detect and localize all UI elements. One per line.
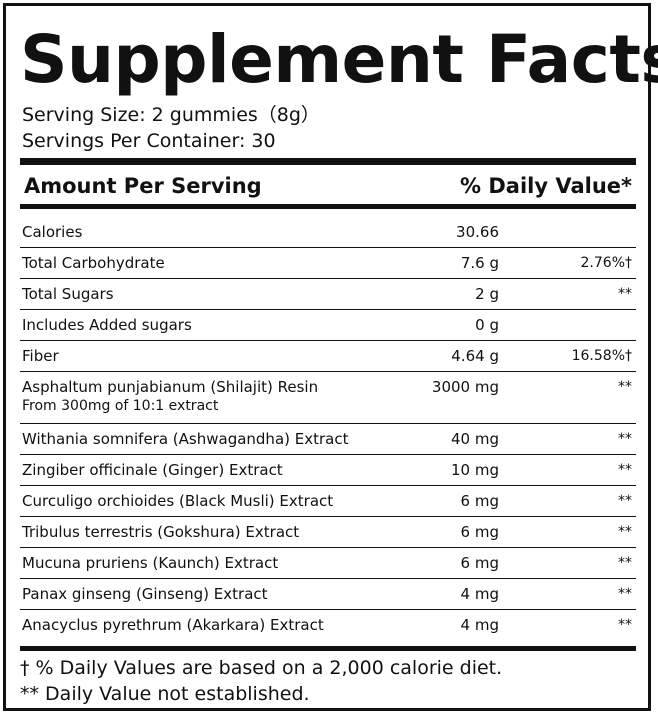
nutrient-row: Tribulus terrestris (Gokshura) Extract 6 … xyxy=(20,517,636,548)
nutrient-daily-value: ** xyxy=(618,462,632,478)
nutrient-amount: 4.64 g xyxy=(451,347,499,365)
row-divider xyxy=(20,309,636,310)
nutrient-amount: 4 mg xyxy=(460,585,499,603)
nutrient-name: Panax ginseng (Ginseng) Extract xyxy=(22,585,268,603)
nutrient-amount: 40 mg xyxy=(451,430,499,448)
nutrient-row: Mucuna pruriens (Kaunch) Extract 6 mg ** xyxy=(20,548,636,579)
nutrient-row: Anacyclus pyrethrum (Akarkara) Extract 4 … xyxy=(20,610,636,643)
footnote-daily-values: † % Daily Values are based on a 2,000 ca… xyxy=(20,657,503,679)
nutrient-source-note: From 300mg of 10:1 extract xyxy=(22,398,219,414)
nutrient-name: Curculigo orchioides (Black Musli) Extra… xyxy=(22,492,334,510)
nutrient-name: Zingiber officinale (Ginger) Extract xyxy=(22,461,283,479)
row-divider xyxy=(20,516,636,517)
nutrient-daily-value: ** xyxy=(618,586,632,602)
nutrient-daily-value: ** xyxy=(618,379,632,395)
thick-divider-top xyxy=(20,158,636,165)
row-divider xyxy=(20,609,636,610)
nutrient-name: Tribulus terrestris (Gokshura) Extract xyxy=(22,523,300,541)
nutrient-amount: 6 mg xyxy=(460,523,499,541)
nutrient-row: Panax ginseng (Ginseng) Extract 4 mg ** xyxy=(20,579,636,610)
nutrient-row: Total Carbohydrate 7.6 g 2.76%† xyxy=(20,248,636,279)
nutrient-daily-value: ** xyxy=(618,431,632,447)
nutrient-name: Calories xyxy=(22,223,83,241)
thick-divider-bottom xyxy=(20,646,636,651)
nutrient-name: Asphaltum punjabianum (Shilajit) Resin xyxy=(22,378,319,396)
row-divider xyxy=(20,454,636,455)
nutrient-row: Withania somnifera (Ashwagandha) Extract… xyxy=(20,424,636,455)
row-divider xyxy=(20,278,636,279)
nutrient-name: Anacyclus pyrethrum (Akarkara) Extract xyxy=(22,616,324,634)
nutrient-row: Calories 30.66 xyxy=(20,217,636,248)
nutrient-amount: 6 mg xyxy=(460,554,499,572)
nutrient-amount: 2 g xyxy=(475,285,499,303)
panel-title: Supplement Facts xyxy=(20,21,658,98)
nutrient-row: Curculigo orchioides (Black Musli) Extra… xyxy=(20,486,636,517)
nutrient-row: Zingiber officinale (Ginger) Extract 10 m… xyxy=(20,455,636,486)
supplement-facts-panel: Supplement Facts Serving Size: 2 gummies… xyxy=(3,3,658,711)
nutrient-name: Total Sugars xyxy=(22,285,114,303)
nutrient-daily-value: ** xyxy=(618,286,632,302)
row-divider xyxy=(20,340,636,341)
nutrient-amount: 10 mg xyxy=(451,461,499,479)
nutrient-row: Total Sugars 2 g ** xyxy=(20,279,636,310)
nutrient-row: Fiber 4.64 g 16.58%† xyxy=(20,341,636,372)
nutrient-amount: 0 g xyxy=(475,316,499,334)
row-divider xyxy=(20,485,636,486)
row-divider xyxy=(20,547,636,548)
nutrient-amount: 30.66 xyxy=(456,223,499,241)
nutrient-name: Includes Added sugars xyxy=(22,316,192,334)
nutrient-row: Includes Added sugars 0 g xyxy=(20,310,636,341)
nutrient-name: Total Carbohydrate xyxy=(22,254,165,272)
row-divider xyxy=(20,371,636,372)
nutrient-row: Asphaltum punjabianum (Shilajit) Resin Fr… xyxy=(20,372,636,424)
nutrient-amount: 3000 mg xyxy=(431,378,499,396)
nutrient-daily-value: ** xyxy=(618,617,632,633)
nutrient-daily-value: ** xyxy=(618,524,632,540)
nutrient-amount: 6 mg xyxy=(460,492,499,510)
thick-divider-header xyxy=(20,204,636,209)
nutrient-amount: 7.6 g xyxy=(460,254,499,272)
nutrient-name: Mucuna pruriens (Kaunch) Extract xyxy=(22,554,279,572)
nutrient-amount: 4 mg xyxy=(460,616,499,634)
row-divider xyxy=(20,247,636,248)
amount-per-serving-header: Amount Per Serving xyxy=(24,174,262,198)
servings-per-container: Servings Per Container: 30 xyxy=(22,130,276,152)
row-divider xyxy=(20,423,636,424)
footnote-not-established: ** Daily Value not established. xyxy=(20,683,310,705)
nutrient-daily-value: 2.76%† xyxy=(580,255,632,271)
nutrient-daily-value: ** xyxy=(618,555,632,571)
nutrient-daily-value: ** xyxy=(618,493,632,509)
serving-size: Serving Size: 2 gummies（8g） xyxy=(22,104,320,126)
daily-value-header: % Daily Value* xyxy=(460,174,632,198)
nutrient-daily-value: 16.58%† xyxy=(571,348,632,364)
nutrient-name: Fiber xyxy=(22,347,59,365)
row-divider xyxy=(20,578,636,579)
nutrient-name: Withania somnifera (Ashwagandha) Extract xyxy=(22,430,349,448)
